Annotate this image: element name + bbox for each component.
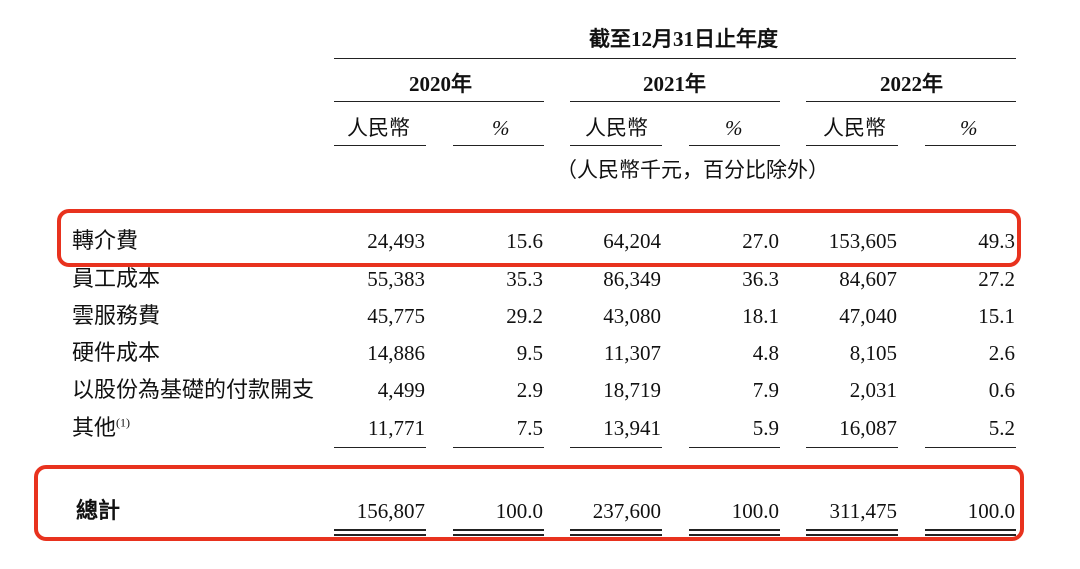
row-label-text: 員工成本 bbox=[72, 266, 161, 291]
percent-cell: 2.9 bbox=[516, 378, 543, 402]
row-label: 硬件成本 bbox=[72, 342, 160, 364]
percent-cell: 29.2 bbox=[506, 304, 543, 328]
total-double-rule-2b bbox=[453, 534, 544, 536]
percent-cell: 0.6 bbox=[988, 378, 1015, 402]
col-currency-2022: 人民幣 bbox=[823, 116, 886, 140]
year-2022-rule bbox=[806, 101, 1016, 102]
amount-cell: 84,607 bbox=[839, 267, 897, 291]
year-2021-rule bbox=[570, 101, 780, 102]
col-currency-2021: 人民幣 bbox=[585, 116, 648, 140]
percent-cell: 36.3 bbox=[742, 267, 779, 291]
percent-cell: 15.1 bbox=[978, 304, 1015, 328]
amount-cell: 4,499 bbox=[377, 378, 425, 402]
total-value: 311,475 bbox=[829, 499, 897, 523]
amount-cell: 45,775 bbox=[367, 304, 425, 328]
total-double-rule-3b bbox=[570, 534, 662, 536]
total-value: 100.0 bbox=[495, 499, 543, 523]
amount-cell: 18,719 bbox=[603, 378, 661, 402]
percent-cell: 27.0 bbox=[742, 229, 779, 253]
row-label: 雲服務費 bbox=[72, 305, 160, 327]
total-double-rule-4a bbox=[689, 529, 780, 531]
row-label-text: 雲服務費 bbox=[72, 303, 161, 328]
footnote-marker: (1) bbox=[116, 415, 131, 430]
pre-total-rule-6 bbox=[925, 447, 1016, 448]
year-2022-header: 2022年 bbox=[880, 72, 943, 96]
row-label: 轉介費 bbox=[72, 230, 138, 252]
col-percent-2022: % bbox=[960, 116, 978, 140]
row-label: 以股份為基礎的付款開支 bbox=[72, 379, 314, 401]
total-double-rule-1a bbox=[334, 529, 426, 531]
row-label: 其他(1) bbox=[72, 417, 130, 439]
pre-total-rule-2 bbox=[453, 447, 544, 448]
year-2020-rule bbox=[334, 101, 544, 102]
row-label-text: 硬件成本 bbox=[72, 340, 161, 365]
amount-cell: 64,204 bbox=[603, 229, 661, 253]
percent-cell: 5.2 bbox=[988, 416, 1015, 440]
pre-total-rule-1 bbox=[334, 447, 426, 448]
col-percent-2021: % bbox=[725, 116, 743, 140]
amount-cell: 2,031 bbox=[849, 378, 897, 402]
amount-cell: 86,349 bbox=[603, 267, 661, 291]
sub-rule-4 bbox=[689, 145, 780, 146]
amount-cell: 8,105 bbox=[849, 341, 897, 365]
row-label-text: 轉介費 bbox=[72, 228, 139, 253]
pre-total-rule-4 bbox=[689, 447, 780, 448]
percent-cell: 49.3 bbox=[978, 229, 1015, 253]
total-double-rule-5b bbox=[806, 534, 898, 536]
total-value: 100.0 bbox=[967, 499, 1015, 523]
percent-cell: 18.1 bbox=[742, 304, 779, 328]
col-percent-2020: % bbox=[492, 116, 510, 140]
total-value: 156,807 bbox=[356, 499, 425, 523]
amount-cell: 55,383 bbox=[367, 267, 425, 291]
total-double-rule-6b bbox=[925, 534, 1016, 536]
percent-cell: 35.3 bbox=[506, 267, 543, 291]
percent-cell: 9.5 bbox=[516, 341, 543, 365]
col-currency-2020: 人民幣 bbox=[347, 116, 410, 140]
year-2020-header: 2020年 bbox=[409, 72, 472, 96]
percent-cell: 27.2 bbox=[978, 267, 1015, 291]
total-label: 總計 bbox=[76, 498, 121, 523]
total-value: 237,600 bbox=[592, 499, 661, 523]
amount-cell: 24,493 bbox=[367, 229, 425, 253]
percent-cell: 4.8 bbox=[752, 341, 779, 365]
unit-note: （人民幣千元，百分比除外） bbox=[556, 158, 829, 182]
amount-cell: 13,941 bbox=[603, 416, 661, 440]
amount-cell: 14,886 bbox=[367, 341, 425, 365]
total-double-rule-4b bbox=[689, 534, 780, 536]
amount-cell: 16,087 bbox=[839, 416, 897, 440]
amount-cell: 11,307 bbox=[604, 341, 661, 365]
pre-total-rule-5 bbox=[806, 447, 898, 448]
period-rule bbox=[334, 58, 1016, 59]
amount-cell: 11,771 bbox=[368, 416, 425, 440]
sub-rule-3 bbox=[570, 145, 662, 146]
total-double-rule-6a bbox=[925, 529, 1016, 531]
row-label-text: 以股份為基礎的付款開支 bbox=[72, 377, 315, 402]
percent-cell: 15.6 bbox=[506, 229, 543, 253]
total-value: 100.0 bbox=[731, 499, 779, 523]
sub-rule-2 bbox=[453, 145, 544, 146]
total-highlight bbox=[34, 465, 1024, 541]
amount-cell: 153,605 bbox=[828, 229, 897, 253]
total-double-rule-1b bbox=[334, 534, 426, 536]
referral-fee-highlight bbox=[57, 209, 1021, 267]
pre-total-rule-3 bbox=[570, 447, 662, 448]
period-title: 截至12月31日止年度 bbox=[589, 27, 778, 51]
total-double-rule-2a bbox=[453, 529, 544, 531]
percent-cell: 2.6 bbox=[988, 341, 1015, 365]
percent-cell: 7.5 bbox=[516, 416, 543, 440]
sub-rule-1 bbox=[334, 145, 426, 146]
percent-cell: 7.9 bbox=[752, 378, 779, 402]
amount-cell: 43,080 bbox=[603, 304, 661, 328]
year-2021-header: 2021年 bbox=[643, 72, 706, 96]
amount-cell: 47,040 bbox=[839, 304, 897, 328]
row-label-text: 其他 bbox=[72, 415, 117, 440]
sub-rule-6 bbox=[925, 145, 1016, 146]
total-double-rule-5a bbox=[806, 529, 898, 531]
percent-cell: 5.9 bbox=[752, 416, 779, 440]
row-label: 員工成本 bbox=[72, 268, 160, 290]
total-double-rule-3a bbox=[570, 529, 662, 531]
sub-rule-5 bbox=[806, 145, 898, 146]
